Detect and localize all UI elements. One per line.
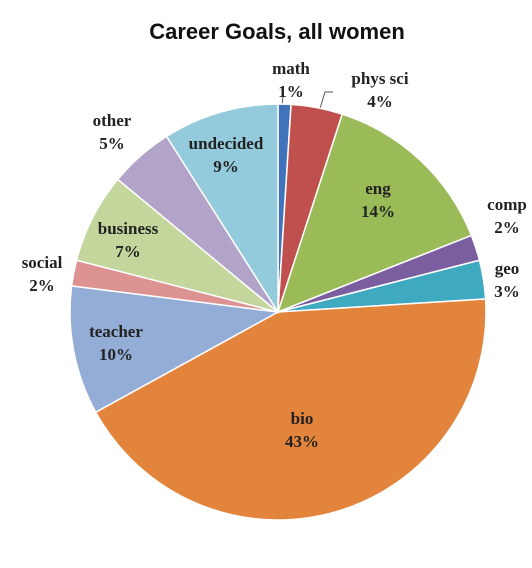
value-label: 9% — [213, 157, 239, 176]
slice-label: geo — [495, 259, 520, 278]
value-label: 2% — [29, 276, 55, 295]
pie-slice — [94, 298, 487, 521]
pie-slice — [69, 285, 281, 414]
pie-slice — [276, 113, 473, 314]
value-label: 4% — [367, 92, 393, 111]
value-label: 3% — [494, 282, 520, 301]
value-label: 5% — [99, 134, 125, 153]
value-label: 10% — [99, 345, 133, 364]
slice-label: social — [22, 253, 63, 272]
chart-title: Career Goals, all women — [149, 19, 405, 44]
value-label: 43% — [285, 432, 319, 451]
leader-line — [317, 91, 333, 116]
value-label: 14% — [361, 202, 395, 221]
pie-slice — [165, 103, 279, 315]
slice-label: phys sci — [351, 69, 408, 88]
value-label: 7% — [115, 242, 141, 261]
slice-label: teacher — [89, 322, 143, 341]
slice-label: comp — [487, 195, 527, 214]
slice-label: undecided — [189, 134, 264, 153]
slice-label: business — [98, 219, 159, 238]
slice-label: math — [272, 59, 310, 78]
value-label: 1% — [278, 82, 304, 101]
slice-label: eng — [365, 179, 391, 198]
slice-label: bio — [291, 409, 314, 428]
slice-label: other — [93, 111, 132, 130]
value-label: 2% — [494, 218, 520, 237]
